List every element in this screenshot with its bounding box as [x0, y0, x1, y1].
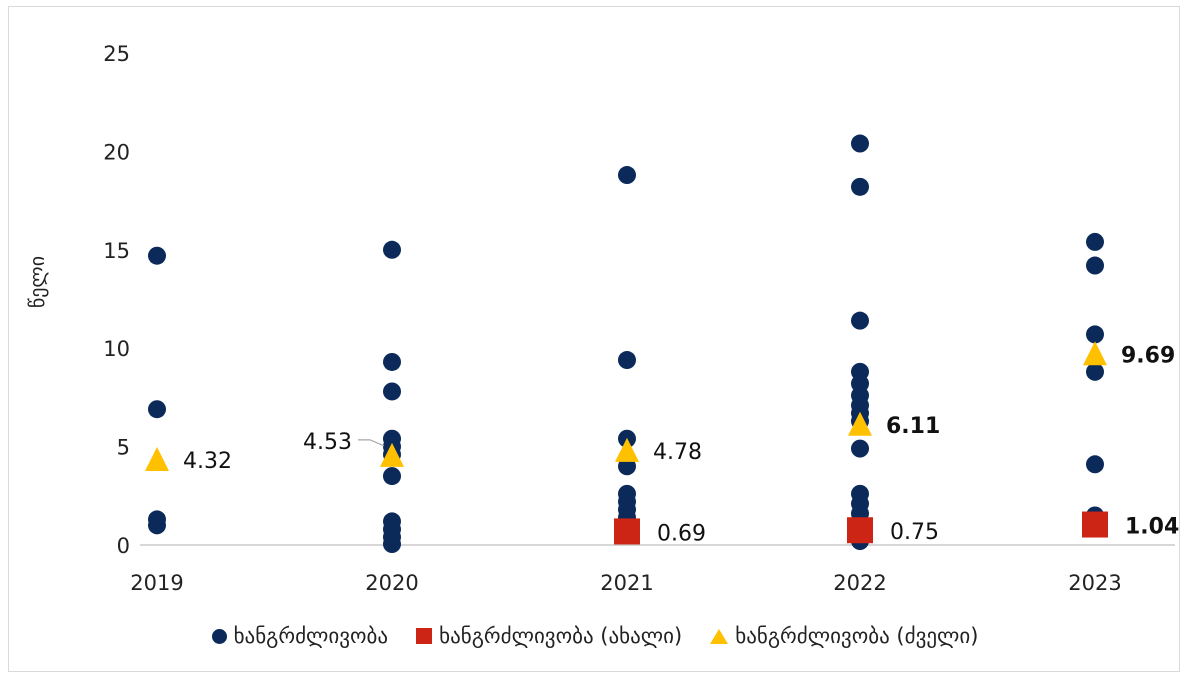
data-label-old: 6.11 — [886, 414, 940, 439]
data-label-old: 4.32 — [183, 449, 232, 474]
x-tick-label: 2023 — [1068, 571, 1121, 595]
data-label-old: 4.53 — [303, 430, 352, 455]
x-tick-label: 2021 — [600, 571, 653, 595]
data-label-new: 1.04 — [1125, 515, 1179, 540]
data-point-circle — [1086, 325, 1104, 344]
data-label-old: 4.78 — [653, 440, 702, 465]
square-marker-icon — [416, 628, 433, 644]
data-label-new: 0.75 — [890, 520, 939, 545]
x-tick-label: 2020 — [365, 571, 418, 595]
legend-item-duration-new: ხანგრძლივობა (ახალი) — [416, 624, 682, 648]
triangle-marker-icon — [710, 628, 729, 644]
data-point-triangle — [615, 437, 639, 462]
legend-label-duration-new: ხანგრძლივობა (ახალი) — [439, 624, 683, 648]
data-point-circle — [383, 467, 401, 486]
data-point-circle — [851, 311, 869, 330]
scatter-plot: 0 5 10 15 20 25 2019 2020 2021 2022 2023 წელი 0.69 0.… — [25, 42, 1179, 595]
y-tick-label: 20 — [103, 140, 130, 164]
data-point-circle — [1086, 362, 1104, 381]
y-tick-label: 0 — [117, 534, 130, 558]
data-point-circle — [148, 516, 166, 535]
legend-item-duration-old: ხანგრძლივობა (ძველი) — [710, 624, 978, 648]
legend-item-duration: ხანგრძლივობა — [211, 624, 389, 648]
data-label-old: 9.69 — [1121, 343, 1175, 368]
y-tick-label: 15 — [103, 239, 130, 263]
legend: ხანგრძლივობა ხანგრძლივობა (ახალი) ხანგრძ… — [0, 624, 1190, 648]
data-point-circle — [383, 352, 401, 371]
data-point-triangle — [848, 411, 872, 436]
x-tick-label: 2022 — [833, 571, 886, 595]
legend-label-duration-old: ხანგრძლივობა (ძველი) — [735, 624, 979, 648]
data-point-circle — [618, 166, 636, 185]
data-label-new: 0.69 — [657, 521, 706, 546]
data-point-triangle — [380, 442, 404, 467]
y-tick-label: 5 — [117, 436, 130, 460]
data-point-circle — [618, 351, 636, 370]
data-point-circle — [851, 439, 869, 458]
data-point-circle — [383, 535, 401, 554]
data-point-circle — [148, 246, 166, 265]
y-tick-label: 10 — [103, 337, 130, 361]
chart-frame — [8, 6, 1180, 672]
legend-label-duration: ხანგრძლივობა — [233, 624, 389, 648]
data-point-circle — [1086, 455, 1104, 474]
data-point-triangle — [1083, 341, 1107, 366]
x-tick-label: 2019 — [130, 571, 183, 595]
data-point-square — [614, 518, 640, 545]
data-point-circle — [1086, 256, 1104, 275]
data-point-circle — [851, 134, 869, 153]
data-point-circle — [148, 400, 166, 419]
data-point-circle — [1086, 232, 1104, 251]
data-label-leader — [358, 439, 385, 447]
data-point-circle — [383, 382, 401, 401]
data-point-square — [847, 517, 873, 544]
data-point-triangle — [145, 446, 169, 471]
data-point-circle — [851, 177, 869, 196]
data-point-square — [1082, 511, 1108, 538]
circle-marker-icon — [211, 628, 227, 644]
y-axis-title: წელი — [25, 256, 49, 308]
y-tick-label: 25 — [103, 42, 130, 66]
data-point-circle — [383, 240, 401, 259]
